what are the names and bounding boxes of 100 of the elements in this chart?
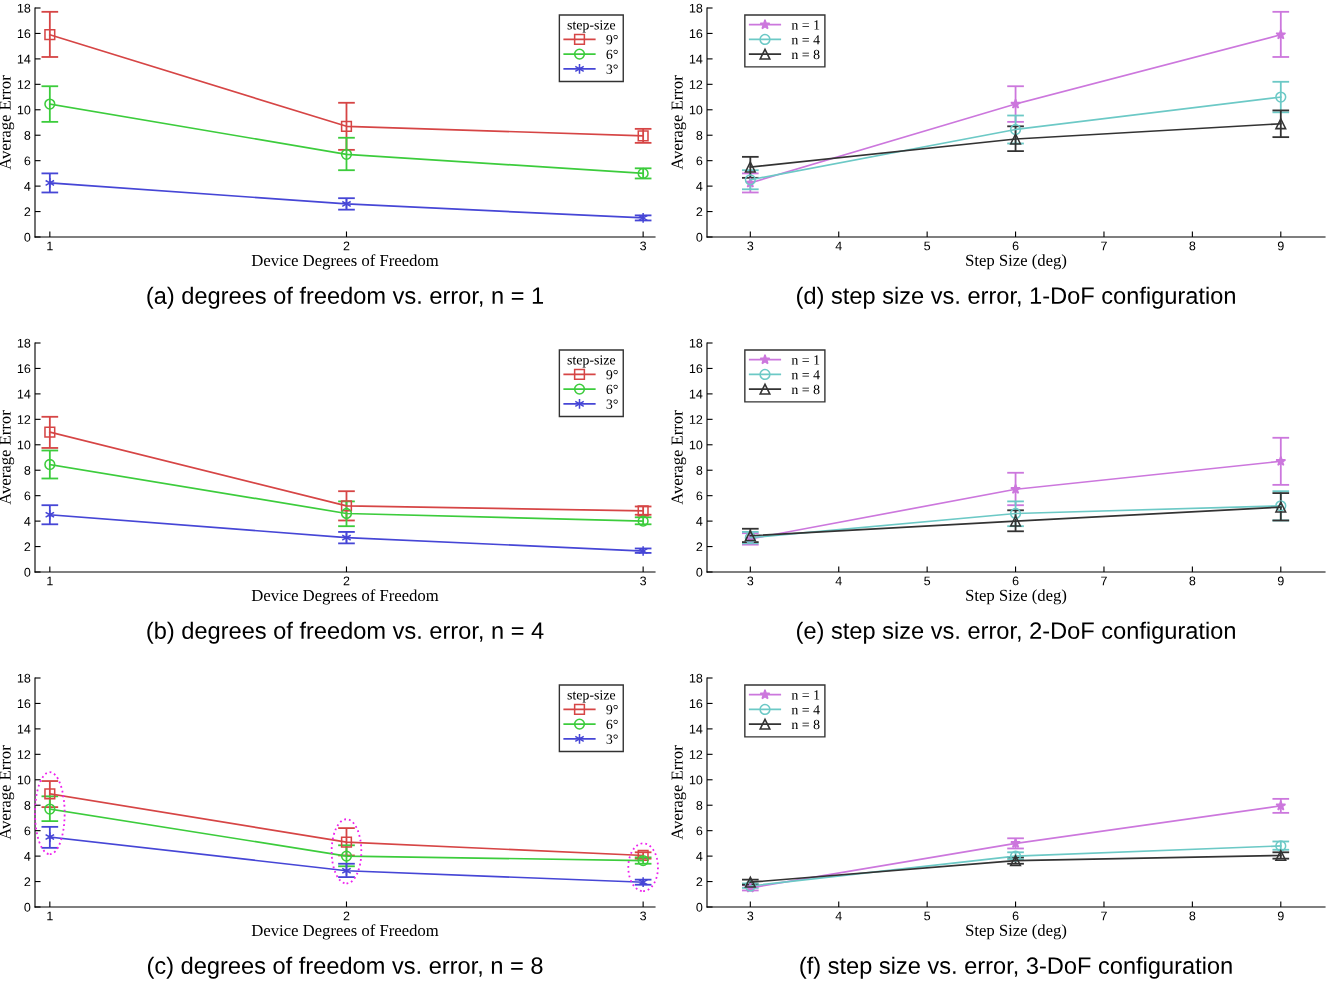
y-tick-label: 6 (24, 826, 31, 836)
y-tick-label: 0 (696, 902, 703, 912)
y-axis-title: Average Error (0, 745, 15, 840)
y-tick-label: 8 (24, 466, 31, 475)
x-tick-label: 6 (1012, 241, 1019, 251)
y-tick-label: 6 (696, 156, 703, 166)
y-tick-label: 10 (17, 105, 31, 115)
y-tick-label: 0 (696, 567, 703, 577)
y-tick-label: 16 (689, 29, 703, 39)
x-tick-label: 9 (1277, 576, 1284, 586)
x-tick-label: 1 (47, 241, 53, 251)
y-tick-label: 18 (689, 673, 703, 683)
x-tick-label: 4 (835, 576, 842, 586)
legend-label: n = 8 (791, 384, 820, 395)
legend-label: 9° (606, 704, 618, 715)
x-tick-label: 3 (747, 241, 754, 251)
y-tick-label: 6 (696, 826, 703, 836)
x-tick-label: 8 (1189, 241, 1196, 251)
y-tick-label: 2 (696, 877, 703, 887)
y-tick-label: 18 (17, 338, 31, 348)
legend-label: 3° (606, 399, 618, 409)
y-axis-title: Average Error (671, 410, 687, 505)
y-tick-label: 16 (689, 699, 703, 709)
y-tick-label: 8 (696, 801, 703, 810)
legend-label: n = 8 (791, 719, 820, 730)
y-tick-label: 10 (689, 440, 703, 450)
y-tick-label: 6 (24, 491, 31, 501)
x-tick-label: 6 (1012, 576, 1019, 586)
x-tick-label: 8 (1189, 576, 1196, 586)
y-tick-label: 2 (24, 542, 31, 552)
legend-title: step-size (567, 355, 616, 368)
legend-label: 9° (606, 34, 618, 45)
x-tick-label: 7 (1101, 576, 1107, 586)
x-tick-label: 3 (640, 911, 647, 921)
x-tick-label: 2 (343, 241, 350, 251)
y-tick-label: 2 (24, 207, 31, 217)
x-axis-title: Step Size (deg) (966, 924, 1067, 940)
y-tick-label: 14 (17, 724, 31, 734)
y-tick-label: 4 (24, 852, 31, 861)
y-tick-label: 14 (689, 389, 703, 399)
x-axis-title: Step Size (deg) (966, 589, 1067, 605)
legend-label: 6° (606, 49, 618, 60)
y-tick-label: 2 (24, 877, 31, 887)
y-tick-label: 14 (689, 724, 703, 734)
text: (c) degrees of freedom vs. error, n = 8 (147, 956, 543, 979)
y-tick-label: 8 (24, 131, 31, 140)
legend-title: step-size (567, 20, 616, 33)
x-tick-label: 1 (47, 576, 53, 586)
y-tick-label: 16 (17, 29, 31, 39)
y-tick-label: 10 (17, 775, 31, 785)
text: (f) step size vs. error, 3-DoF configuration (800, 956, 1232, 979)
y-tick-label: 8 (696, 131, 703, 140)
text: (a) degrees of freedom vs. error, n = 1 (147, 286, 544, 309)
legend-label: n = 1 (791, 20, 820, 30)
x-tick-label: 7 (1101, 241, 1107, 251)
y-tick-label: 16 (689, 364, 703, 374)
legend-label: n = 4 (791, 705, 820, 715)
x-tick-label: 4 (835, 911, 842, 921)
y-tick-label: 18 (17, 673, 31, 683)
x-tick-label: 5 (924, 911, 931, 921)
y-tick-label: 14 (17, 54, 31, 64)
y-tick-label: 8 (24, 801, 31, 810)
x-tick-label: 9 (1277, 241, 1284, 251)
legend-label: 6° (606, 384, 618, 395)
y-tick-label: 16 (17, 699, 31, 709)
legend-label: 9° (606, 369, 618, 380)
y-tick-label: 4 (696, 852, 703, 861)
x-tick-label: 5 (924, 241, 931, 251)
y-tick-label: 12 (689, 750, 703, 759)
legend-label: n = 1 (791, 690, 820, 700)
x-axis-title: Device Degrees of Freedom (251, 924, 439, 940)
y-axis-title: Average Error (0, 410, 15, 505)
x-tick-label: 3 (640, 576, 647, 586)
y-axis-title: Average Error (671, 745, 687, 840)
x-tick-label: 5 (924, 576, 931, 586)
legend-label: 6° (606, 719, 618, 730)
y-tick-label: 12 (17, 80, 31, 89)
y-tick-label: 0 (696, 232, 703, 242)
y-tick-label: 12 (17, 415, 31, 424)
y-tick-label: 6 (24, 156, 31, 166)
x-tick-label: 4 (835, 241, 842, 251)
text: (d) step size vs. error, 1-DoF configuration (797, 286, 1235, 309)
legend-label: n = 4 (791, 35, 820, 45)
y-tick-label: 4 (696, 182, 703, 191)
legend-label: n = 4 (791, 370, 820, 380)
y-tick-label: 10 (689, 105, 703, 115)
x-axis-title: Step Size (deg) (966, 254, 1067, 270)
y-tick-label: 0 (24, 232, 31, 242)
y-tick-label: 2 (696, 542, 703, 552)
x-axis-title: Device Degrees of Freedom (251, 589, 439, 605)
legend-label: n = 1 (791, 355, 820, 365)
x-tick-label: 3 (747, 911, 754, 921)
y-tick-label: 12 (17, 750, 31, 759)
y-tick-label: 2 (696, 207, 703, 217)
y-tick-label: 8 (696, 466, 703, 475)
y-tick-label: 0 (24, 902, 31, 912)
y-tick-label: 10 (689, 775, 703, 785)
legend-label: n = 8 (791, 49, 820, 60)
x-tick-label: 9 (1277, 911, 1284, 921)
x-tick-label: 7 (1101, 911, 1107, 921)
